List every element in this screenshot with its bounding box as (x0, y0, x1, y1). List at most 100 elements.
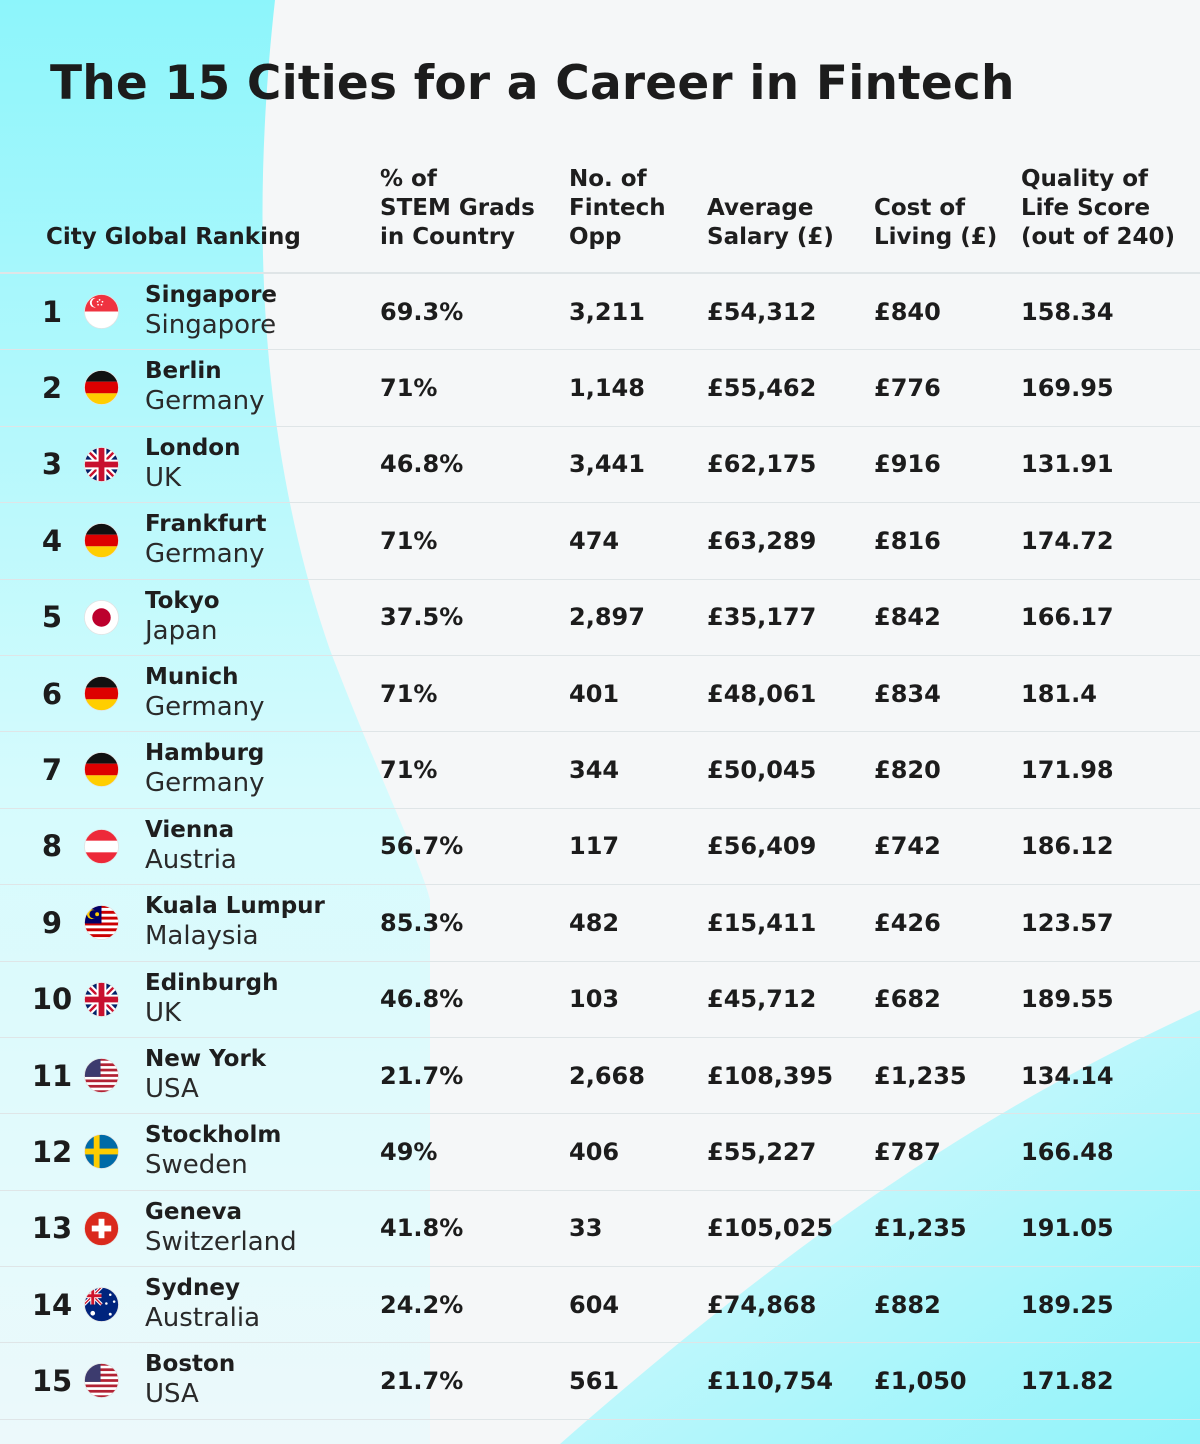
fintech-opp-value: 3,441 (569, 450, 645, 479)
fintech-opp-value: 482 (569, 908, 620, 937)
quality-of-life-value: 134.14 (1021, 1061, 1114, 1090)
cost-of-living-value: £916 (874, 450, 941, 479)
quality-of-life-value: 131.91 (1021, 450, 1114, 479)
stem-grads-value: 71% (380, 526, 438, 555)
usa-flag-icon (84, 1363, 119, 1399)
cost-of-living-value: £840 (874, 297, 941, 326)
country-name: Germany (145, 386, 265, 417)
city-name: London (145, 434, 241, 461)
cost-of-living-value: £682 (874, 985, 941, 1014)
table-row: 5 Tokyo Japan 37.5% 2,897 £35,177 £842 1… (0, 580, 1200, 656)
cost-of-living-value: £820 (874, 756, 941, 785)
table-row: 7 Hamburg Germany 71% 344 £50,045 £820 1… (0, 732, 1200, 809)
table-row: 11 New York USA 21.7% 2,668 £108,395 £1,… (0, 1038, 1200, 1115)
table-body: 1 Singapore Singapore 69.3% 3,211 £54,31… (0, 274, 1200, 1420)
rank-number: 15 (31, 1364, 73, 1399)
rank-number: 14 (31, 1287, 73, 1322)
average-salary-value: £55,462 (707, 374, 817, 403)
singapore-flag-icon (84, 294, 119, 329)
average-salary-value: £56,409 (707, 832, 817, 861)
fintech-opp-value: 406 (569, 1137, 620, 1166)
table-row: 8 Vienna Austria 56.7% 117 £56,409 £742 … (0, 809, 1200, 886)
country-name: Switzerland (145, 1226, 297, 1257)
average-salary-value: £110,754 (707, 1367, 834, 1396)
quality-of-life-value: 166.48 (1021, 1137, 1114, 1166)
cost-of-living-value: £1,235 (874, 1214, 967, 1243)
quality-of-life-value: 174.72 (1021, 526, 1114, 555)
quality-of-life-value: 158.34 (1021, 297, 1114, 326)
fintech-opp-value: 2,897 (569, 603, 645, 632)
table-row: 12 Stockholm Sweden 49% 406 £55,227 £787… (0, 1114, 1200, 1191)
fintech-opp-value: 117 (569, 832, 620, 861)
austria-flag-icon (84, 828, 119, 864)
city-name: Geneva (145, 1198, 242, 1225)
city-name: Hamburg (145, 740, 265, 767)
quality-of-life-value: 169.95 (1021, 374, 1114, 403)
average-salary-value: £48,061 (707, 679, 817, 708)
city-name: Munich (145, 663, 239, 690)
malaysia-flag-icon (84, 905, 119, 941)
average-salary-value: £55,227 (707, 1137, 817, 1166)
header-quality-of-life: Quality of Life Score (out of 240) (1021, 166, 1176, 250)
fintech-opp-value: 2,668 (569, 1061, 645, 1090)
quality-of-life-value: 186.12 (1021, 832, 1114, 861)
average-salary-value: £108,395 (707, 1061, 834, 1090)
city-name: New York (145, 1045, 267, 1072)
stem-grads-value: 69.3% (380, 297, 464, 326)
table-row: 15 Boston USA 21.7% 561 £110,754 £1,050 … (0, 1343, 1200, 1420)
average-salary-value: £50,045 (707, 756, 817, 785)
page-title: The 15 Cities for a Career in Fintech (50, 56, 1015, 111)
average-salary-value: £105,025 (707, 1214, 834, 1243)
country-name: Sweden (145, 1150, 248, 1181)
country-name: Germany (145, 539, 265, 570)
quality-of-life-value: 189.25 (1021, 1290, 1114, 1319)
quality-of-life-value: 181.4 (1021, 679, 1097, 708)
fintech-opp-value: 604 (569, 1290, 620, 1319)
rank-number: 2 (41, 371, 63, 406)
cost-of-living-value: £1,235 (874, 1061, 967, 1090)
cost-of-living-value: £842 (874, 603, 941, 632)
stem-grads-value: 46.8% (380, 450, 464, 479)
quality-of-life-value: 191.05 (1021, 1214, 1114, 1243)
fintech-opp-value: 1,148 (569, 374, 645, 403)
rank-number: 10 (31, 982, 73, 1017)
city-name: Sydney (145, 1275, 240, 1302)
table-row: 10 Edinburgh UK 46.8% 103 £45,712 £682 1… (0, 962, 1200, 1038)
stem-grads-value: 56.7% (380, 832, 464, 861)
stem-grads-value: 71% (380, 679, 438, 708)
quality-of-life-value: 123.57 (1021, 908, 1114, 937)
city-name: Berlin (145, 358, 222, 385)
city-name: Stockholm (145, 1122, 282, 1149)
header-fintech-opp: No. of Fintech Opp (569, 166, 666, 250)
table-row: 4 Frankfurt Germany 71% 474 £63,289 £816… (0, 503, 1200, 580)
fintech-opp-value: 344 (569, 756, 620, 785)
rank-number: 13 (31, 1211, 73, 1246)
header-average-salary: Average Salary (£) (707, 195, 834, 250)
usa-flag-icon (84, 1058, 119, 1093)
germany-flag-icon (84, 752, 119, 788)
sweden-flag-icon (84, 1134, 119, 1170)
table-row: 6 Munich Germany 71% 401 £48,061 £834 18… (0, 656, 1200, 733)
country-name: UK (145, 462, 182, 493)
germany-flag-icon (84, 523, 119, 559)
rank-number: 8 (41, 829, 63, 864)
country-name: Australia (145, 1303, 261, 1334)
quality-of-life-value: 171.82 (1021, 1367, 1114, 1396)
fintech-opp-value: 33 (569, 1214, 603, 1243)
cost-of-living-value: £816 (874, 526, 941, 555)
table-row: 14 Sydney Australia 24.2% 604 £74,868 £8… (0, 1267, 1200, 1344)
fintech-opp-value: 3,211 (569, 297, 645, 326)
average-salary-value: £62,175 (707, 450, 817, 479)
fintech-opp-value: 561 (569, 1367, 620, 1396)
stem-grads-value: 71% (380, 374, 438, 403)
table-row: 13 Geneva Switzerland 41.8% 33 £105,025 … (0, 1191, 1200, 1268)
country-name: UK (145, 997, 182, 1028)
country-name: Japan (145, 615, 218, 646)
table-row: 2 Berlin Germany 71% 1,148 £55,462 £776 … (0, 350, 1200, 427)
quality-of-life-value: 166.17 (1021, 603, 1114, 632)
country-name: USA (145, 1073, 199, 1104)
average-salary-value: £74,868 (707, 1290, 817, 1319)
city-name: Vienna (145, 816, 235, 843)
header-stem-grads: % of STEM Grads in Country (380, 166, 535, 250)
